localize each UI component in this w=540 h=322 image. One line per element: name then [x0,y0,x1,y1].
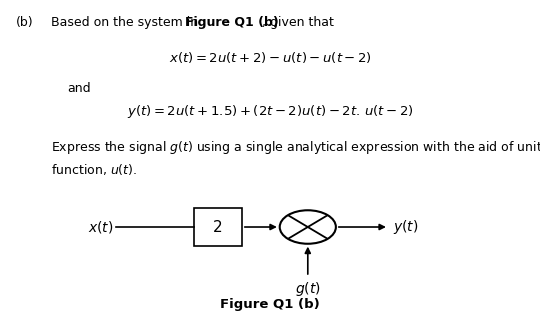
Bar [194,208,242,246]
Text: $g(t)$: $g(t)$ [295,280,321,298]
Text: Express the signal $g(t)$ using a single analytical expression with the aid of u: Express the signal $g(t)$ using a single… [51,139,540,156]
Text: $x(t) = 2u(t + 2) - u(t) - u(t - 2)$: $x(t) = 2u(t + 2) - u(t) - u(t - 2)$ [168,50,372,65]
Text: Based on the system in: Based on the system in [51,16,202,29]
Text: and: and [68,82,91,95]
Text: $x(t)$: $x(t)$ [88,219,113,235]
Text: 2: 2 [213,220,223,234]
Text: (b): (b) [16,16,34,29]
Text: Figure Q1 (b): Figure Q1 (b) [220,298,320,311]
Text: Figure Q1 (b): Figure Q1 (b) [185,16,279,29]
Text: function, $u(t)$.: function, $u(t)$. [51,162,138,177]
Text: $y(t)$: $y(t)$ [393,218,418,236]
Text: $y(t) = 2u(t + 1.5) + (2t - 2)u(t) - 2t.\, u(t - 2)$: $y(t) = 2u(t + 1.5) + (2t - 2)u(t) - 2t.… [126,103,414,120]
Text: , given that: , given that [262,16,334,29]
